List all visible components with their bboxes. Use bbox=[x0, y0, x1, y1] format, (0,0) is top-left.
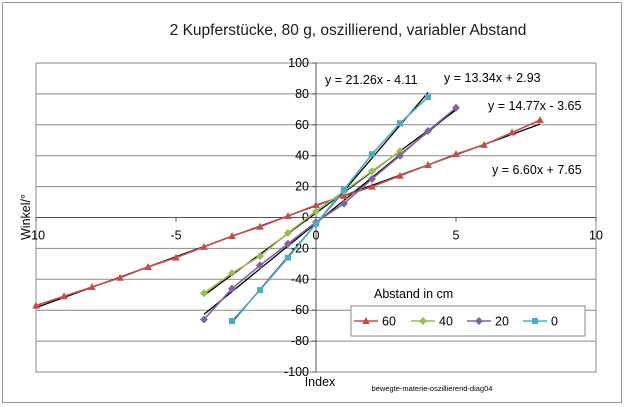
data-point-60-7 bbox=[228, 232, 236, 240]
y-tick-label-9: -80 bbox=[291, 334, 309, 348]
legend-label-40: 40 bbox=[439, 315, 453, 329]
data-point-40-6 bbox=[368, 167, 376, 176]
data-point-0-1 bbox=[257, 287, 263, 294]
data-point-60-13 bbox=[396, 171, 404, 179]
y-tick-label-8: -60 bbox=[291, 303, 309, 317]
data-point-60-15 bbox=[452, 150, 460, 158]
data-point-20-9 bbox=[452, 103, 460, 112]
y-tick-label-3: 40 bbox=[295, 149, 309, 163]
data-point-20-7 bbox=[396, 151, 404, 160]
y-tick-label-7: -40 bbox=[291, 272, 309, 286]
legend-item-40: 40 bbox=[411, 315, 453, 329]
data-point-60-10 bbox=[312, 201, 320, 209]
series-line-0 bbox=[231, 96, 429, 322]
data-point-40-2 bbox=[256, 252, 264, 261]
trendline-equation-0: y = 21.26x - 4.11 bbox=[325, 73, 418, 87]
legend-label-20: 20 bbox=[495, 315, 509, 329]
legend-item-0: 0 bbox=[523, 315, 558, 329]
x-tick-label-3: 5 bbox=[453, 229, 460, 243]
legend-marker-40 bbox=[419, 317, 427, 325]
data-point-60-6 bbox=[200, 242, 208, 250]
legend-item-60: 60 bbox=[354, 315, 396, 329]
legend-marker-20 bbox=[475, 317, 483, 325]
data-point-20-1 bbox=[228, 284, 236, 293]
y-tick-label-2: 60 bbox=[295, 118, 309, 132]
data-point-20-0 bbox=[200, 315, 208, 324]
data-point-20-5 bbox=[340, 199, 348, 208]
data-point-20-6 bbox=[368, 174, 376, 183]
x-tick-label-1: -5 bbox=[170, 229, 181, 243]
trendline-equation-3: y = 6.60x + 7.65 bbox=[492, 163, 582, 177]
trendline-equations: y = 21.26x - 4.11 y = 13.34x + 2.93 y = 14… bbox=[325, 71, 582, 177]
data-point-20-3 bbox=[284, 239, 292, 248]
data-point-0-6 bbox=[397, 120, 403, 127]
data-point-60-17 bbox=[508, 128, 516, 136]
legend-label-60: 60 bbox=[382, 315, 396, 329]
legend-label-0: 0 bbox=[551, 315, 558, 329]
x-axis-label: Index bbox=[305, 375, 336, 389]
y-tick-label-0: 100 bbox=[288, 56, 309, 70]
y-tick-label-10: -100 bbox=[284, 365, 309, 379]
trendlines bbox=[35, 92, 541, 323]
data-point-60-3 bbox=[116, 273, 124, 281]
data-point-60-1 bbox=[60, 292, 68, 300]
data-point-60-11 bbox=[340, 191, 348, 199]
data-point-20-8 bbox=[424, 126, 432, 135]
legend: Abstand in cm 60 40 20 0 bbox=[350, 287, 586, 337]
y-axis-label: Winkel/° bbox=[19, 194, 33, 240]
x-tick-label-0: -10 bbox=[27, 229, 45, 243]
series-60 bbox=[32, 116, 544, 309]
legend-marker-0 bbox=[532, 318, 538, 324]
data-point-0-7 bbox=[425, 93, 431, 100]
axes: 100 80 60 40 20 0 -20 -40 -60 -80 -100 -10 -5 0 5 10 bbox=[27, 56, 603, 379]
x-tick-label-2: 0 bbox=[313, 229, 320, 243]
data-point-60-12 bbox=[368, 182, 376, 190]
y-tick-label-6: -20 bbox=[291, 241, 309, 255]
data-point-60-18 bbox=[536, 116, 544, 124]
series-line-40 bbox=[203, 150, 401, 294]
data-point-40-1 bbox=[228, 269, 236, 278]
data-point-60-0 bbox=[32, 301, 40, 309]
data-point-40-0 bbox=[200, 289, 208, 298]
footnote: bewegte-materie-oszillierend-diag04 bbox=[372, 384, 493, 393]
data-point-0-4 bbox=[341, 186, 347, 193]
data-point-60-16 bbox=[480, 140, 488, 148]
data-point-40-3 bbox=[284, 228, 292, 237]
data-point-0-0 bbox=[229, 318, 235, 325]
data-point-60-14 bbox=[424, 160, 432, 168]
data-point-20-2 bbox=[256, 261, 264, 270]
y-tick-label-4: 20 bbox=[295, 180, 309, 194]
y-tick-label-5: 0 bbox=[302, 211, 309, 225]
data-point-40-4 bbox=[312, 207, 320, 216]
data-point-0-3 bbox=[313, 220, 319, 227]
chart-title: 2 Kupferstücke, 80 g, oszillierend, vari… bbox=[170, 22, 527, 39]
data-point-60-4 bbox=[144, 262, 152, 270]
legend-title: Abstand in cm bbox=[374, 287, 453, 301]
legend-item-20: 20 bbox=[467, 315, 509, 329]
data-point-60-8 bbox=[256, 222, 264, 230]
trendline-equation-1: y = 13.34x + 2.93 bbox=[444, 71, 541, 85]
series-0 bbox=[229, 93, 431, 325]
data-point-60-5 bbox=[172, 253, 180, 261]
data-series bbox=[32, 93, 544, 325]
x-tick-label-4: 10 bbox=[589, 229, 603, 243]
trendline-equation-2: y = 14.77x - 3.65 bbox=[488, 99, 582, 113]
legend-marker-60 bbox=[362, 317, 370, 324]
data-point-60-9 bbox=[284, 211, 292, 219]
data-point-0-5 bbox=[369, 151, 375, 158]
y-tick-label-1: 80 bbox=[295, 87, 309, 101]
data-point-60-2 bbox=[88, 283, 96, 291]
data-point-0-2 bbox=[285, 254, 291, 261]
series-line-20 bbox=[203, 107, 457, 321]
